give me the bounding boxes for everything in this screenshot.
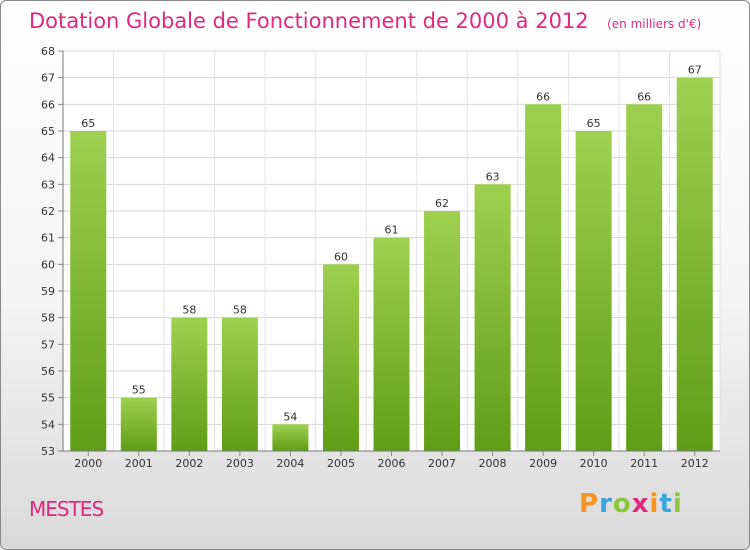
bar-2000: [70, 131, 107, 451]
bars: [70, 77, 713, 452]
bar-2011: [626, 104, 663, 451]
x-tick-label: 2002: [175, 457, 203, 470]
bar-2004: [272, 424, 309, 451]
data-label-2005: 60: [334, 250, 348, 263]
y-tick-label: 63: [41, 178, 55, 191]
y-tick-label: 64: [41, 152, 55, 165]
bar-2009: [525, 104, 562, 451]
bar-2002: [171, 317, 208, 451]
x-tick-label: 2009: [529, 457, 557, 470]
chart-subtitle: (en milliers d'€): [607, 17, 702, 31]
labels: 53 54 55 56 57 58 59 60 61 62 63 64 65 66 67 68 65 2000 55…: [41, 45, 709, 470]
brand-letter: i: [649, 489, 660, 519]
data-label-2007: 62: [435, 197, 449, 210]
x-tick-label: 2010: [580, 457, 608, 470]
y-tick-label: 66: [41, 98, 55, 111]
y-tick-label: 58: [41, 312, 55, 325]
y-tick-label: 60: [41, 258, 55, 271]
brand-letter: o: [612, 489, 632, 519]
bar-2001: [120, 397, 157, 451]
axes: [58, 50, 720, 456]
data-label-2002: 58: [182, 304, 196, 317]
bar-2012: [676, 77, 713, 452]
brand-letter: x: [631, 489, 650, 519]
commune-name: MESTES: [29, 497, 104, 521]
brand-logo: Proxiti: [579, 489, 683, 519]
x-tick-label: 2003: [226, 457, 254, 470]
data-label-2001: 55: [132, 384, 146, 397]
y-tick-label: 56: [41, 365, 55, 378]
x-tick-label: 2008: [479, 457, 507, 470]
data-label-2011: 66: [637, 90, 651, 103]
y-tick-label: 53: [41, 445, 55, 458]
x-tick-label: 2004: [276, 457, 304, 470]
y-tick-label: 57: [41, 338, 55, 351]
bar-2005: [322, 264, 359, 451]
data-label-2010: 65: [587, 117, 601, 130]
x-tick-label: 2000: [74, 457, 102, 470]
y-tick-label: 59: [41, 285, 55, 298]
x-tick-label: 2006: [378, 457, 406, 470]
bar-2010: [575, 131, 612, 451]
data-label-2008: 63: [486, 170, 500, 183]
data-label-2006: 61: [385, 224, 399, 237]
y-tick-label: 55: [41, 392, 55, 405]
x-tick-label: 2012: [681, 457, 709, 470]
brand-letter: r: [599, 489, 613, 519]
brand-letter: P: [579, 489, 600, 519]
y-tick-label: 61: [41, 232, 55, 245]
y-tick-label: 54: [41, 418, 55, 431]
brand-letter: t: [659, 489, 673, 519]
bar-2003: [221, 317, 258, 451]
data-label-2003: 58: [233, 304, 247, 317]
bar-2006: [373, 237, 410, 451]
data-label-2000: 65: [81, 117, 95, 130]
y-tick-label: 62: [41, 205, 55, 218]
x-tick-label: 2011: [630, 457, 658, 470]
x-tick-label: 2007: [428, 457, 456, 470]
bar-2007: [424, 211, 461, 451]
y-tick-label: 65: [41, 125, 55, 138]
data-label-2012: 67: [688, 64, 702, 77]
y-tick-label: 67: [41, 72, 55, 85]
bar-2008: [474, 184, 511, 452]
x-tick-label: 2005: [327, 457, 355, 470]
data-label-2009: 66: [536, 90, 550, 103]
y-tick-label: 68: [41, 45, 55, 58]
title-block: Dotation Globale de Fonctionnement de 20…: [29, 9, 701, 33]
brand-letter: i: [672, 489, 683, 519]
data-label-2004: 54: [283, 410, 297, 423]
x-tick-label: 2001: [125, 457, 153, 470]
chart-title: Dotation Globale de Fonctionnement de 20…: [29, 9, 589, 33]
